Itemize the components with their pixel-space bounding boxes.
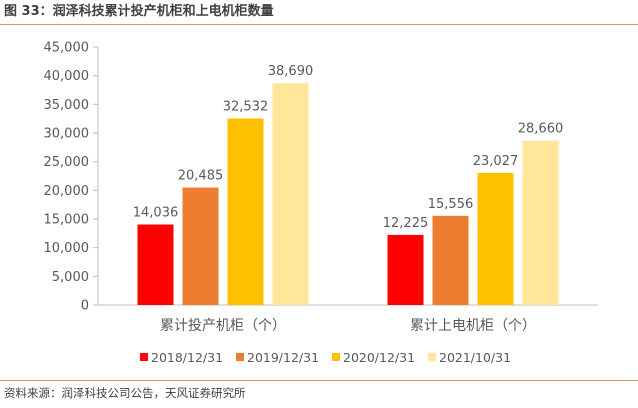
- y-tick-label: 15,000: [44, 213, 90, 228]
- legend-swatch: [332, 353, 340, 361]
- legend-label: 2018/12/31: [151, 350, 223, 365]
- legend-swatch: [428, 353, 436, 361]
- y-tick-label: 10,000: [44, 241, 90, 256]
- data-label: 15,556: [428, 197, 474, 212]
- legend-label: 2021/10/31: [439, 350, 511, 365]
- category-label: 累计投产机柜（个）: [160, 318, 286, 334]
- bar: [477, 172, 514, 305]
- y-tick-label: 40,000: [44, 69, 90, 84]
- bar: [137, 224, 174, 305]
- bar: [522, 140, 559, 305]
- legend-swatch: [236, 353, 244, 361]
- y-tick-label: 20,000: [44, 184, 90, 199]
- bars: 14,036 20,485 32,532 38,690 12,225 15,556 23,0…: [133, 64, 564, 305]
- legend-label: 2019/12/31: [247, 350, 319, 365]
- source-note: 资料来源：润泽科技公司公告，天风证券研究所: [4, 386, 246, 400]
- y-tick-label: 30,000: [44, 127, 90, 142]
- y-axis-ticks: 0 5,000 10,000 15,000 20,000 25,000 30,000 35,0…: [44, 41, 98, 314]
- bar: [227, 118, 264, 305]
- data-label: 32,532: [223, 99, 269, 114]
- y-tick-label: 25,000: [44, 155, 90, 170]
- bar: [432, 215, 469, 305]
- category-labels: 累计投产机柜（个） 累计上电机柜（个）: [160, 318, 536, 334]
- y-tick-label: 0: [81, 299, 89, 314]
- category-label: 累计上电机柜（个）: [410, 318, 536, 334]
- y-tick-label: 45,000: [44, 41, 90, 56]
- title-divider: [0, 24, 638, 25]
- data-label: 14,036: [133, 206, 179, 221]
- bar-chart: 0 5,000 10,000 15,000 20,000 25,000 30,000 35,0…: [44, 41, 598, 365]
- source-divider: [0, 380, 638, 381]
- bar: [182, 187, 219, 305]
- legend: 2018/12/31 2019/12/31 2020/12/31 2021/10/31: [140, 350, 511, 365]
- y-tick-label: 35,000: [44, 98, 90, 113]
- data-label: 20,485: [178, 169, 224, 184]
- data-label: 23,027: [473, 154, 519, 169]
- legend-swatch: [140, 353, 148, 361]
- data-label: 38,690: [268, 64, 314, 79]
- legend-label: 2020/12/31: [343, 350, 415, 365]
- data-label: 28,660: [518, 122, 564, 137]
- figure-title: 图 33：润泽科技累计投产机柜和上电机柜数量: [4, 4, 274, 19]
- y-tick-label: 5,000: [52, 270, 89, 285]
- data-label: 12,225: [383, 216, 429, 231]
- bar: [387, 234, 424, 305]
- bar: [272, 83, 309, 305]
